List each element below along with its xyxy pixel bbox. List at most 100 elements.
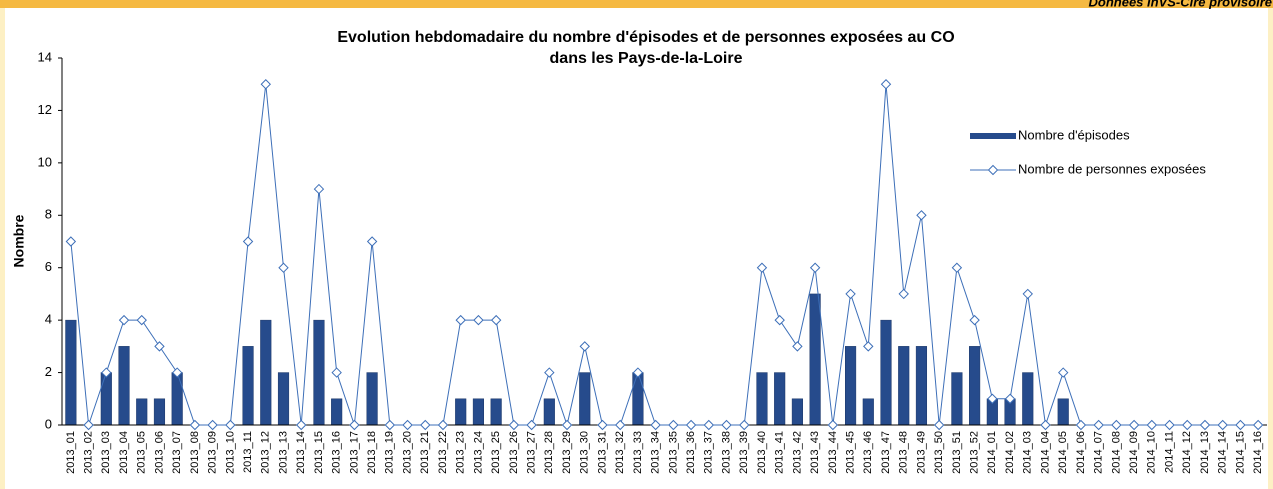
x-tick-label: 2013_05: [136, 431, 148, 474]
bar: [951, 372, 963, 426]
bar: [455, 398, 467, 426]
y-tick-label: 6: [45, 259, 52, 274]
bar: [260, 319, 272, 426]
x-tick-label: 2013_41: [774, 431, 786, 474]
line-marker: [313, 183, 325, 195]
line-marker: [331, 367, 342, 378]
x-tick-label: 2013_42: [791, 431, 803, 474]
x-tick-label: 2014_14: [1217, 431, 1229, 474]
line-marker: [490, 314, 502, 326]
line-marker: [1199, 419, 1211, 431]
x-tick-label: 2013_13: [277, 431, 289, 474]
bar: [862, 398, 874, 426]
x-tick-label: 2014_13: [1199, 431, 1211, 474]
line-marker: [933, 419, 945, 431]
legend-swatch: [970, 133, 1016, 139]
line-marker: [685, 419, 697, 431]
x-tick-label: 2013_22: [437, 431, 449, 474]
line-marker: [473, 314, 484, 326]
x-tick-label: 2013_16: [331, 431, 343, 474]
bar: [915, 346, 928, 426]
y-tick-label: 8: [45, 207, 52, 222]
bar: [490, 398, 502, 426]
x-tick-label: 2013_52: [969, 431, 981, 474]
bar: [543, 398, 555, 426]
x-tick-label: 2013_31: [596, 431, 608, 474]
line-marker: [1164, 419, 1175, 431]
x-tick-label: 2013_08: [189, 431, 201, 474]
line-marker: [101, 367, 112, 378]
line-marker: [1128, 419, 1140, 431]
x-tick-label: 2013_27: [526, 431, 538, 474]
bar: [118, 346, 130, 426]
note: Données InVS-Cire provisoire: [1089, 0, 1273, 9]
x-tick-label: 2013_28: [543, 431, 555, 474]
line-marker: [561, 419, 573, 431]
bar: [809, 293, 821, 426]
line-marker: [632, 367, 644, 378]
bar: [579, 372, 591, 426]
x-tick-label: 2013_25: [490, 431, 502, 474]
x-tick-label: 2013_29: [561, 431, 573, 474]
x-tick-label: 2013_35: [667, 431, 679, 474]
x-tick-label: 2014_16: [1252, 431, 1264, 474]
line-marker: [650, 419, 661, 431]
line-marker: [437, 419, 449, 431]
x-tick-label: 2013_48: [898, 431, 910, 474]
line-marker: [880, 79, 892, 90]
x-tick-label: 2013_12: [260, 431, 272, 474]
x-tick-label: 2013_40: [756, 431, 768, 474]
line-marker: [296, 419, 307, 431]
x-tick-label: 2013_43: [809, 431, 821, 474]
bar: [171, 372, 183, 426]
x-tick-label: 2013_37: [703, 431, 715, 474]
line-marker: [1252, 419, 1264, 431]
bar: [791, 398, 803, 426]
line-marker: [898, 288, 909, 300]
bar: [100, 372, 112, 426]
line-marker: [1182, 419, 1193, 431]
line-marker: [668, 419, 679, 431]
chart-subtitle: dans les Pays-de-la-Loire: [550, 50, 743, 67]
line-marker: [845, 288, 856, 300]
line-marker: [614, 419, 626, 431]
x-tick-label: 2013_01: [65, 431, 77, 474]
y-tick-label: 0: [45, 416, 52, 431]
bar: [313, 319, 325, 426]
bar: [1057, 398, 1069, 426]
line-marker: [1058, 367, 1069, 378]
x-tick-label: 2013_33: [632, 431, 644, 474]
x-tick-label: 2014_06: [1075, 431, 1087, 474]
bar: [277, 372, 290, 426]
line-marker: [242, 236, 254, 247]
bar: [472, 398, 484, 426]
x-tick-label: 2013_44: [827, 431, 839, 474]
x-tick-label: 2014_03: [1022, 431, 1034, 474]
line-marker: [384, 419, 396, 431]
line-marker: [721, 419, 732, 431]
bar: [366, 372, 378, 426]
x-tick-label: 2013_17: [348, 431, 360, 474]
y-tick-label: 14: [38, 49, 52, 64]
line-marker: [1022, 288, 1033, 300]
line-marker: [455, 314, 466, 326]
top-band: [0, 0, 1273, 8]
x-tick-label: 2013_03: [100, 431, 112, 474]
x-tick-label: 2014_01: [986, 431, 998, 474]
line-marker: [969, 314, 980, 326]
x-tick-label: 2013_26: [508, 431, 520, 474]
x-tick-label: 2013_02: [82, 431, 94, 474]
bar: [880, 319, 892, 426]
bar: [331, 398, 343, 426]
x-tick-label: 2014_04: [1039, 431, 1051, 474]
legend-marker: [987, 164, 999, 176]
bar: [756, 372, 768, 426]
x-tick-label: 2013_51: [951, 431, 963, 474]
y-tick-label: 12: [38, 102, 52, 117]
chart-title: Evolution hebdomadaire du nombre d'épiso…: [337, 29, 954, 46]
line-marker: [1235, 419, 1246, 431]
line-marker: [792, 341, 803, 352]
bar: [969, 346, 981, 426]
